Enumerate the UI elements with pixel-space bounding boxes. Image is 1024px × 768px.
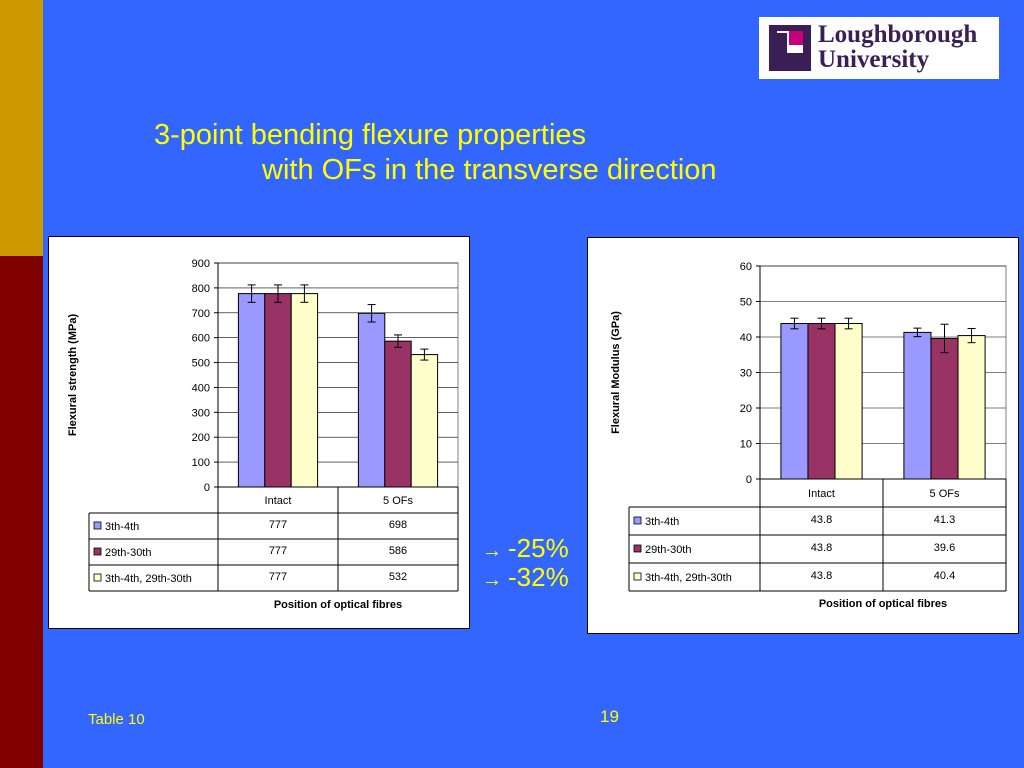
table-value: 40.4 bbox=[934, 570, 955, 582]
bar bbox=[834, 323, 863, 480]
y-axis-label: Flexural Modulus (GPa) bbox=[610, 311, 622, 434]
bar bbox=[290, 293, 319, 488]
bar bbox=[264, 293, 292, 488]
logo-mark-icon bbox=[769, 25, 811, 71]
y-tick-label: 800 bbox=[192, 283, 210, 295]
page-number: 19 bbox=[600, 707, 619, 726]
slide-title-line1: 3-point bending flexure properties bbox=[154, 119, 587, 151]
y-tick-label: 30 bbox=[740, 368, 752, 380]
legend-swatch bbox=[633, 544, 642, 553]
modulus-chart: 0 10 20 30 40 50 60 Flexural Modulus (GPa) Intac… bbox=[610, 261, 1007, 610]
change-annotation-2: → -32% bbox=[482, 563, 569, 594]
y-tick-label: 50 bbox=[740, 297, 752, 309]
legend-label: 3th-4th bbox=[645, 516, 679, 528]
slide-title-line2: with OFs in the transverse direction bbox=[262, 154, 717, 186]
table-value: 698 bbox=[389, 519, 407, 531]
bar bbox=[903, 331, 932, 480]
x-axis-label: Position of optical fibres bbox=[819, 598, 947, 610]
footer-label: Table 10 bbox=[88, 711, 145, 728]
legend-label: 3th-4th, 29th-30th bbox=[645, 572, 732, 584]
table-value: 586 bbox=[389, 545, 407, 557]
y-tick-label: 40 bbox=[740, 332, 752, 344]
bar bbox=[807, 323, 836, 480]
y-axis-label: Flexural strength (MPa) bbox=[67, 314, 79, 437]
bar bbox=[357, 312, 386, 488]
arrow-right-icon: → bbox=[482, 540, 502, 562]
strength-chart: 0 100 200 300 400 500 600 700 800 900 Flexural str… bbox=[67, 258, 459, 611]
y-tick-label: 10 bbox=[740, 439, 752, 451]
category-label: 5 OFs bbox=[383, 495, 413, 507]
table-value: 777 bbox=[269, 545, 287, 557]
legend-swatch bbox=[633, 572, 642, 581]
legend-label: 29th-30th bbox=[105, 547, 151, 559]
table-value: 43.8 bbox=[811, 542, 832, 554]
change-annotation-1: → -25% bbox=[482, 534, 569, 565]
y-tick-label: 900 bbox=[192, 258, 210, 270]
y-tick-label: 700 bbox=[192, 308, 210, 320]
bar bbox=[930, 337, 959, 480]
change-value-1: -25% bbox=[508, 533, 569, 563]
logo-text-line2: University bbox=[818, 46, 930, 73]
legend-swatch bbox=[93, 521, 102, 530]
y-tick-label: 20 bbox=[740, 403, 752, 415]
table-value: 532 bbox=[389, 571, 407, 583]
table-value: 777 bbox=[269, 519, 287, 531]
category-label: Intact bbox=[808, 488, 835, 500]
legend-label: 3th-4th bbox=[105, 521, 139, 533]
table-value: 43.8 bbox=[811, 570, 832, 582]
category-label: Intact bbox=[265, 495, 292, 507]
table-value: 41.3 bbox=[934, 514, 955, 526]
y-tick-label: 0 bbox=[746, 474, 752, 486]
legend-swatch bbox=[93, 547, 102, 556]
y-tick-label: 300 bbox=[192, 407, 210, 419]
logo-text-line1: Loughborough bbox=[818, 21, 978, 48]
side-band-maroon bbox=[0, 256, 43, 768]
bar bbox=[237, 293, 266, 488]
bar bbox=[384, 340, 412, 488]
bar bbox=[410, 354, 439, 488]
y-tick-label: 0 bbox=[204, 482, 210, 494]
y-tick-label: 500 bbox=[192, 358, 210, 370]
change-value-2: -32% bbox=[508, 562, 569, 592]
x-axis-label: Position of optical fibres bbox=[274, 599, 402, 611]
table-value: 777 bbox=[269, 571, 287, 583]
university-logo: Loughborough University bbox=[759, 17, 999, 79]
modulus-chart-panel: 0 10 20 30 40 50 60 Flexural Modulus (GPa) Intac… bbox=[587, 237, 1019, 634]
legend-label: 3th-4th, 29th-30th bbox=[105, 573, 192, 585]
y-tick-label: 200 bbox=[192, 432, 210, 444]
bar bbox=[780, 323, 809, 480]
side-band-gold bbox=[0, 0, 43, 256]
y-tick-label: 60 bbox=[740, 261, 752, 273]
arrow-right-icon: → bbox=[482, 569, 502, 591]
y-tick-label: 400 bbox=[192, 382, 210, 394]
category-label: 5 OFs bbox=[930, 488, 960, 500]
legend-swatch bbox=[633, 516, 642, 525]
y-tick-label: 600 bbox=[192, 333, 210, 345]
legend-label: 29th-30th bbox=[645, 544, 691, 556]
table-value: 43.8 bbox=[811, 514, 832, 526]
bar bbox=[957, 335, 986, 480]
y-tick-label: 100 bbox=[192, 457, 210, 469]
strength-chart-panel: 0 100 200 300 400 500 600 700 800 900 Flexural str… bbox=[48, 236, 470, 629]
legend-swatch bbox=[93, 573, 102, 582]
table-value: 39.6 bbox=[934, 542, 955, 554]
